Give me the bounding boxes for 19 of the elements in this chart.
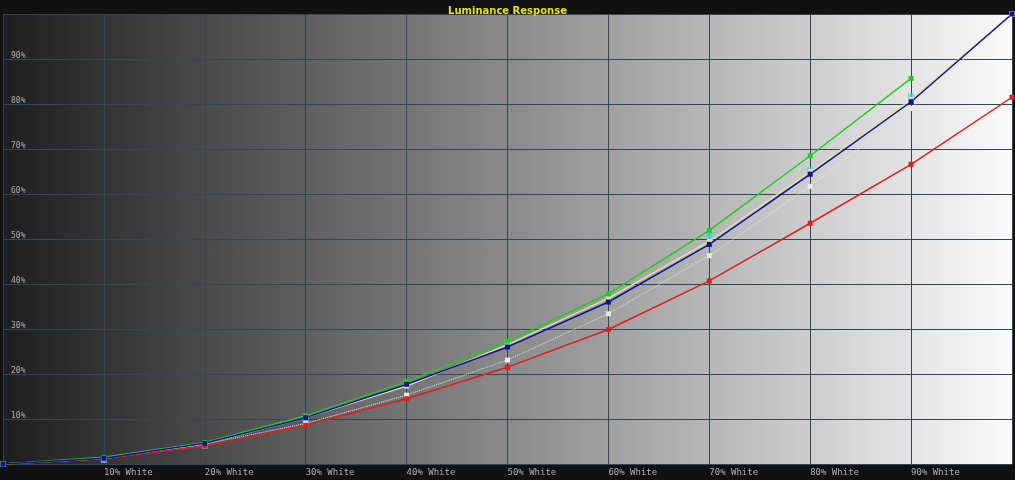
y-tick-label: 50% — [11, 230, 26, 240]
x-tick-label: 10% White — [103, 466, 153, 477]
x-tick-label: 60% White — [608, 466, 658, 477]
x-tick-label: 20% White — [204, 466, 254, 477]
y-tick-label: 70% — [11, 140, 26, 150]
y-tick-label: 40% — [11, 275, 26, 285]
y-tick-label: 30% — [11, 320, 26, 330]
y-tick-label: 20% — [11, 365, 26, 375]
y-tick-label: 80% — [11, 95, 26, 105]
y-tick-label: 10% — [11, 410, 26, 420]
y-tick-label: 60% — [11, 185, 26, 195]
x-tick-label: 70% White — [709, 466, 759, 477]
y-tick-label: 90% — [11, 50, 26, 60]
x-tick-label: 30% White — [305, 466, 355, 477]
chart-title: Luminance Response — [448, 4, 568, 16]
x-tick-label: 80% White — [810, 466, 859, 477]
x-tick-label: 50% White — [507, 466, 557, 477]
x-tick-label: 90% White — [911, 466, 960, 477]
x-tick-label: 40% White — [406, 466, 456, 477]
